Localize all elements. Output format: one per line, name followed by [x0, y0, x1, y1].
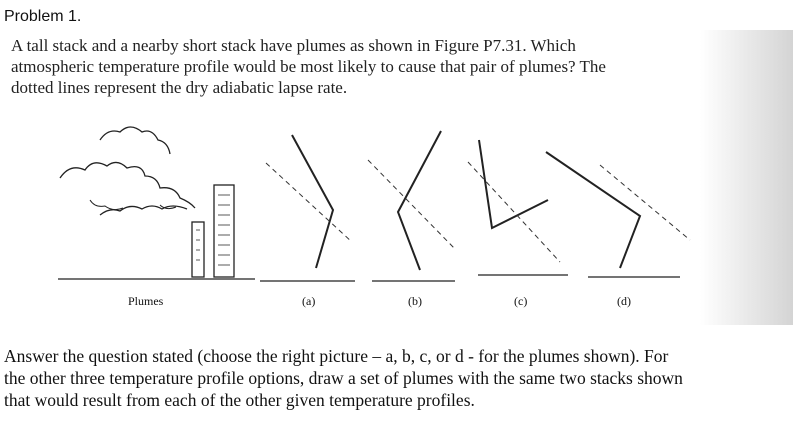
instruction-line: that would result from each of the other… [4, 390, 475, 410]
figure-label: Plumes [128, 294, 164, 308]
heading: Problem 1. [4, 8, 82, 25]
figure-label: (d) [617, 294, 631, 308]
instruction-line: Answer the question stated (choose the r… [4, 346, 669, 366]
question-line: dotted lines represent the dry adiabatic… [11, 78, 348, 97]
figure-label: (c) [514, 294, 528, 308]
question-line: atmospheric temperature profile would be… [11, 57, 606, 76]
figure-label: (a) [302, 294, 316, 308]
instruction-line: the other three temperature profile opti… [4, 368, 683, 388]
figure-label: (b) [408, 294, 422, 308]
question-line: A tall stack and a nearby short stack ha… [11, 36, 576, 55]
